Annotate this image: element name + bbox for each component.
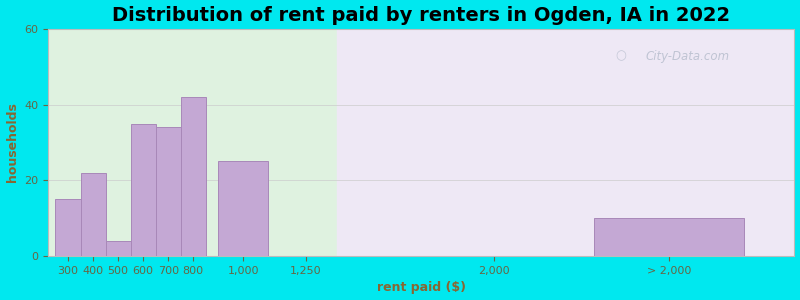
X-axis label: rent paid ($): rent paid ($)	[377, 281, 466, 294]
Bar	[55, 199, 81, 256]
Bar	[106, 241, 130, 256]
Bar	[594, 218, 744, 256]
Y-axis label: households: households	[6, 103, 18, 182]
Bar	[181, 97, 206, 256]
Text: ○: ○	[615, 50, 626, 63]
Bar	[130, 124, 156, 256]
Bar	[81, 173, 106, 256]
Text: City-Data.com: City-Data.com	[645, 50, 730, 63]
Title: Distribution of rent paid by renters in Ogden, IA in 2022: Distribution of rent paid by renters in …	[112, 6, 730, 25]
Bar	[156, 128, 181, 256]
Bar	[338, 29, 794, 256]
Bar	[218, 161, 268, 256]
Bar	[48, 29, 338, 256]
